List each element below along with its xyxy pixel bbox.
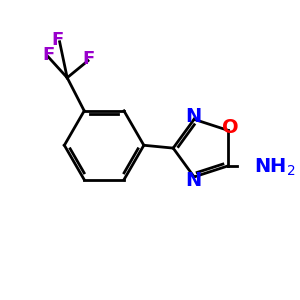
Text: O: O — [221, 118, 238, 137]
Text: F: F — [52, 31, 64, 49]
Text: NH$_2$: NH$_2$ — [254, 156, 295, 178]
Text: N: N — [185, 171, 201, 190]
Text: F: F — [82, 50, 94, 68]
Text: N: N — [185, 107, 201, 126]
Text: F: F — [42, 46, 54, 64]
